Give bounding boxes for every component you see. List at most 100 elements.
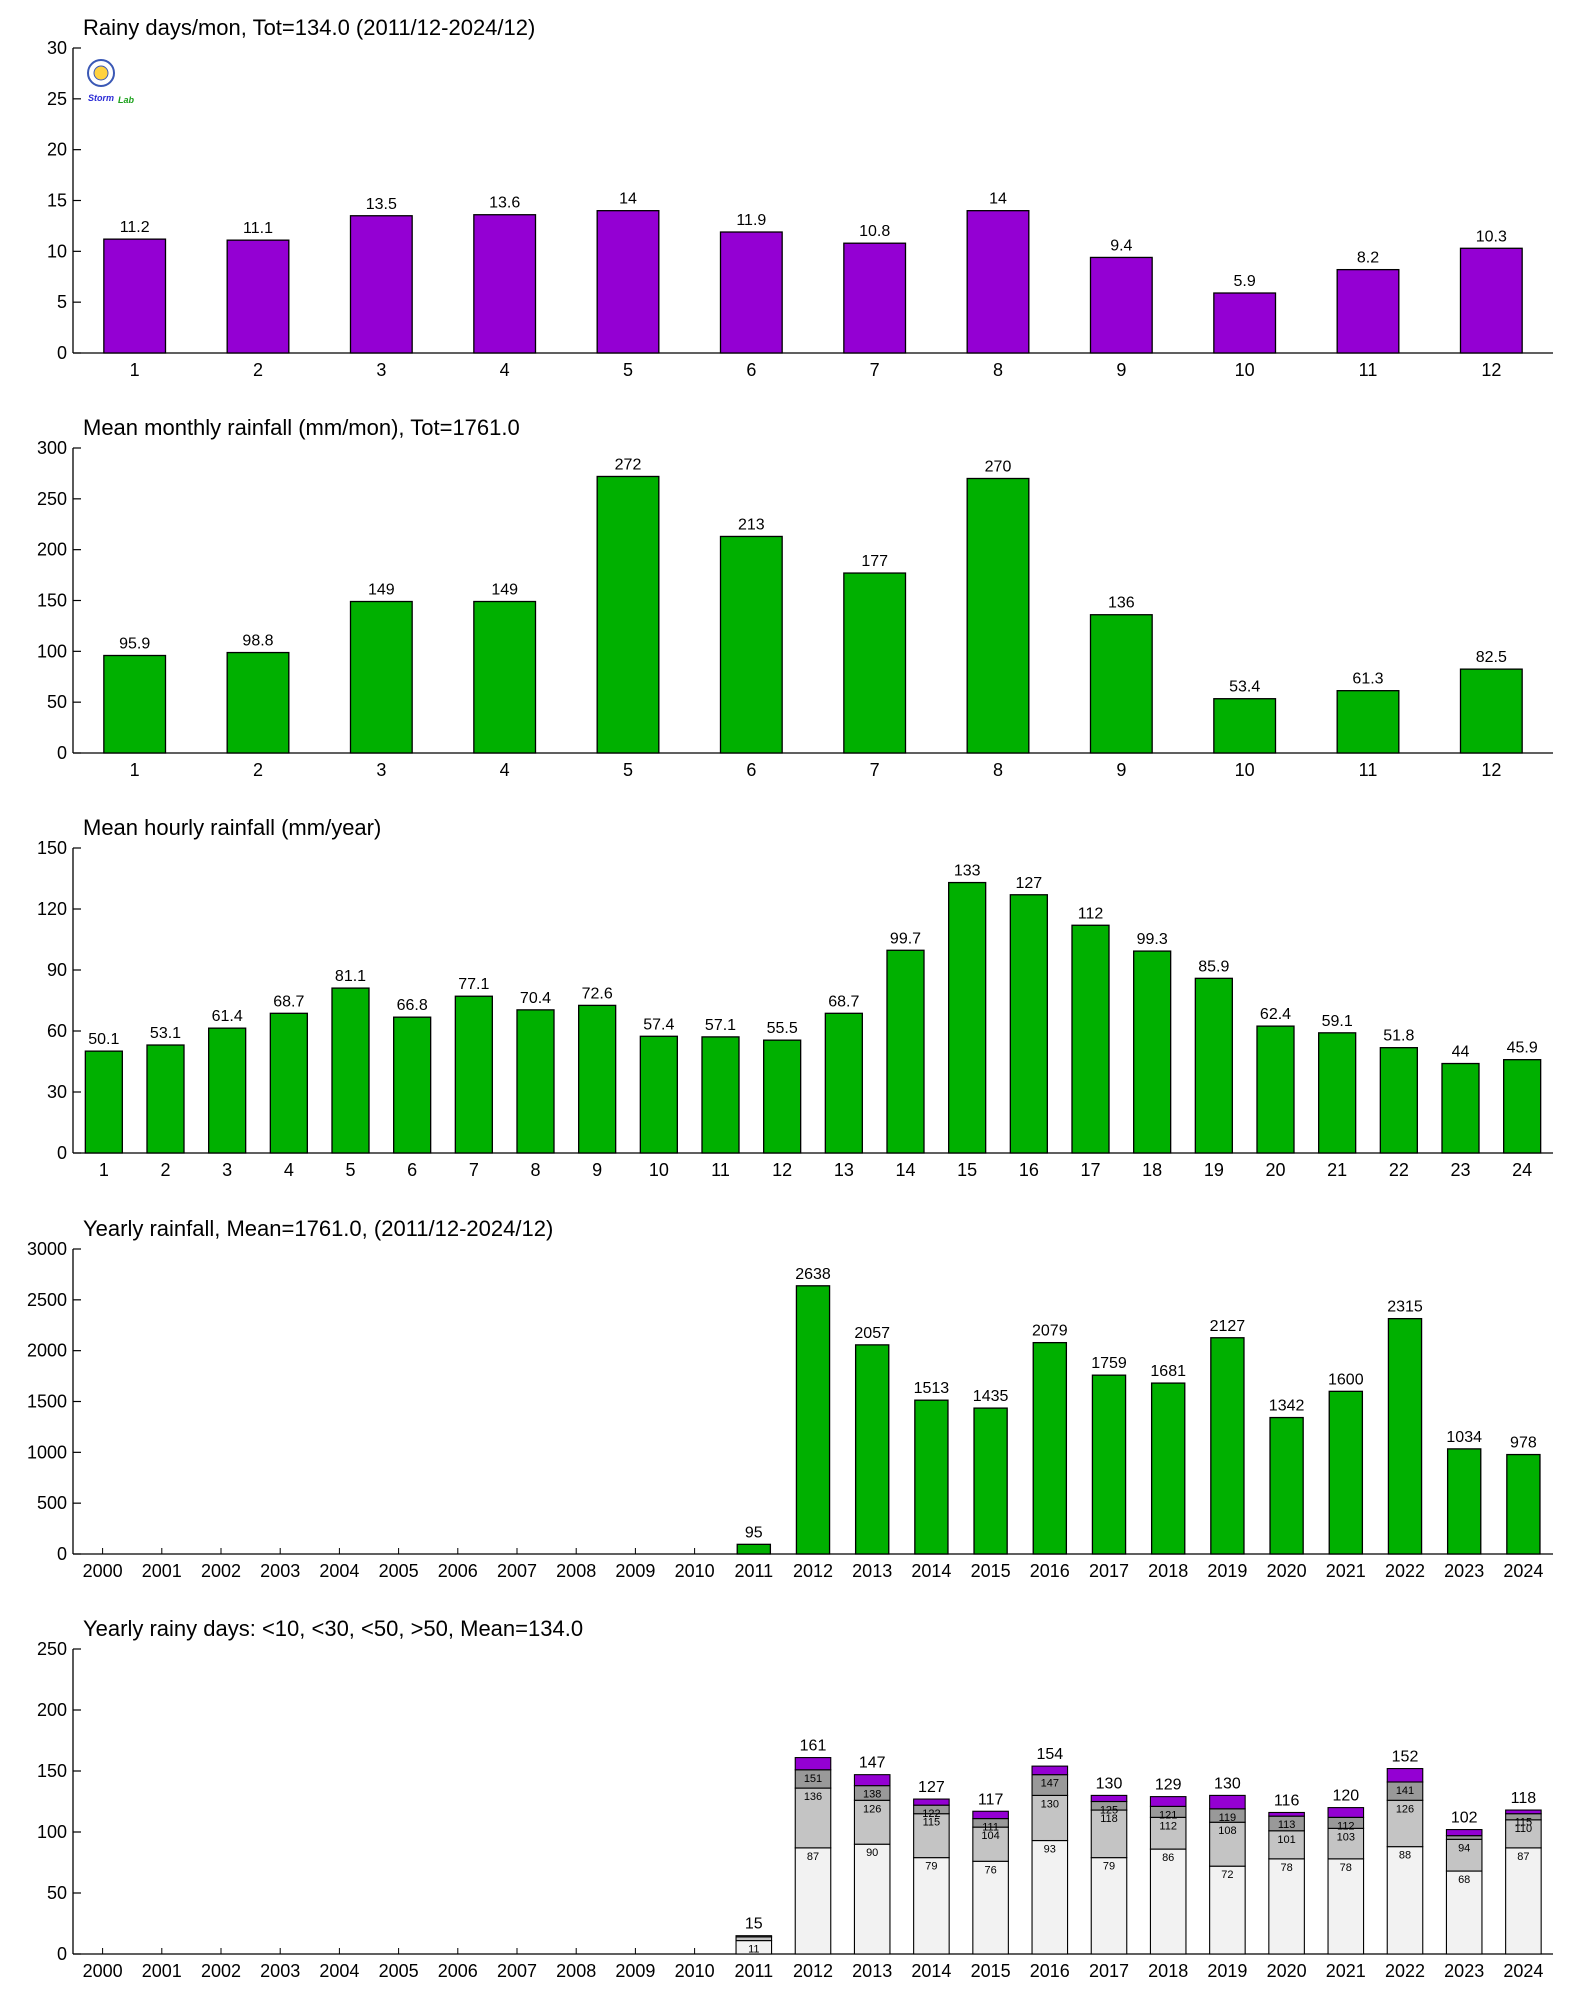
x-tick-label: 2020 [1267,1961,1307,1981]
bar [331,987,370,1154]
bar-value-label: 14 [619,191,637,208]
x-tick-label: 3 [376,760,386,780]
x-tick-label: 5 [345,1160,355,1180]
bar-value-label: 68.7 [273,993,304,1010]
segment-gt50 [794,1757,832,1771]
bar-value-label: 8.2 [1357,250,1379,267]
bar-value-label: 61.3 [1352,671,1383,688]
bar-value-label: 1600 [1328,1371,1364,1388]
bar-total-label: 116 [1274,1792,1300,1809]
x-tick-label: 2006 [438,1961,478,1981]
y-tick-label: 1000 [27,1442,67,1462]
x-tick-label: 13 [834,1160,854,1180]
segment-value-label: 79 [1103,1861,1115,1873]
bar [84,1050,123,1154]
bar-value-label: 978 [1510,1435,1537,1452]
bar-value-label: 272 [615,456,642,473]
bar [701,1036,740,1154]
y-tick-label: 200 [37,1700,67,1720]
segment-value-label: 136 [804,1791,822,1803]
bar-total-label: 161 [800,1738,827,1755]
segment-lt10 [1209,1865,1246,1955]
bar-value-label: 177 [861,553,888,570]
bar-value-label: 1759 [1091,1355,1127,1372]
bar-value-label: 61.4 [212,1008,243,1025]
bar-value-label: 45.9 [1507,1040,1538,1057]
x-tick-label: 10 [1235,760,1255,780]
bar [1032,1341,1068,1555]
x-tick-label: 9 [1116,760,1126,780]
bar [349,215,413,354]
bar [1269,1416,1304,1555]
bar-total-label: 147 [859,1755,886,1772]
segment-value-label: 119 [1219,1812,1237,1824]
segment-value-label: 90 [866,1847,878,1859]
x-tick-label: 23 [1450,1160,1470,1180]
bar-value-label: 10.8 [859,223,890,240]
segment-value-label: 151 [804,1773,822,1785]
panel-yearly-rainy-days: Yearly rainy days: <10, <30, <50, >50, M… [37,1616,1553,1981]
bar [103,654,167,754]
x-tick-label: 11 [711,1160,730,1180]
bar [639,1035,678,1154]
bar-value-label: 213 [738,516,765,533]
y-tick-label: 250 [37,489,67,509]
bar [1503,1059,1542,1154]
x-tick-label: 2023 [1444,1561,1484,1581]
bar-value-label: 1034 [1446,1429,1482,1446]
bar-value-label: 5.9 [1234,273,1256,290]
x-tick-label: 2019 [1207,1961,1247,1981]
bar [795,1285,831,1555]
y-tick-label: 5 [57,292,67,312]
bar [1091,1374,1127,1555]
x-tick-label: 2000 [83,1961,123,1981]
bar [349,600,413,754]
bar [854,1344,890,1555]
bar-value-label: 1681 [1150,1363,1186,1380]
x-tick-label: 10 [649,1160,669,1180]
bar [596,210,660,354]
segment-value-label: 141 [1396,1785,1414,1797]
segment-value-label: 78 [1340,1862,1352,1874]
y-tick-label: 2000 [27,1341,67,1361]
bar-value-label: 77.1 [458,976,489,993]
x-tick-label: 2010 [675,1561,715,1581]
segment-lt10 [1327,1858,1365,1955]
bar [719,535,783,754]
x-tick-label: 9 [1116,360,1126,380]
x-tick-label: 2016 [1030,1561,1070,1581]
bar-value-label: 11.9 [736,212,766,229]
segment-gt50 [1031,1765,1069,1776]
bar-value-label: 1435 [973,1388,1009,1405]
x-tick-label: 2011 [734,1561,773,1581]
x-tick-label: 2011 [734,1961,773,1981]
y-tick-label: 100 [37,641,67,661]
bar [948,881,987,1154]
x-tick-label: 5 [623,760,633,780]
segment-value-label: 113 [1278,1819,1296,1831]
bar [843,242,907,354]
x-tick-label: 2013 [852,1561,892,1581]
logo-text-lab: Lab [118,95,135,105]
segment-gt50 [1268,1811,1305,1817]
segment-lt10 [794,1847,832,1955]
segment-value-label: 78 [1280,1862,1292,1874]
bar-value-label: 2079 [1032,1323,1068,1340]
y-tick-label: 150 [37,591,67,611]
x-tick-label: 2023 [1444,1961,1484,1981]
bar-value-label: 68.7 [828,993,859,1010]
bar-value-label: 95 [745,1524,763,1541]
bar-value-label: 85.9 [1198,958,1229,975]
x-tick-label: 2008 [556,1961,596,1981]
bar [886,949,925,1154]
y-tick-label: 150 [37,1761,67,1781]
segment-lt30 [853,1799,891,1845]
x-tick-label: 8 [993,360,1003,380]
x-tick-label: 24 [1512,1160,1532,1180]
x-tick-label: 2020 [1267,1561,1307,1581]
bar [1441,1062,1480,1154]
segment-value-label: 112 [1337,1820,1355,1832]
x-tick-label: 2010 [675,1961,715,1981]
bar-value-label: 136 [1108,595,1135,612]
bar [914,1399,949,1555]
